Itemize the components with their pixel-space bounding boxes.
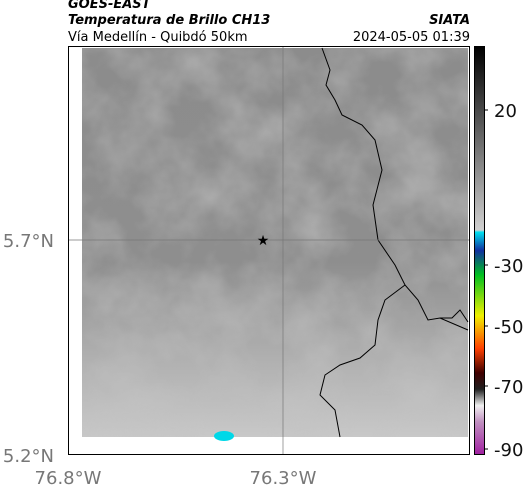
- header-subtitle: Vía Medellín - Quibdó 50km: [68, 30, 248, 45]
- map-frame: [68, 46, 470, 455]
- colorbar-label: -90: [494, 440, 523, 461]
- header-title: Temperatura de Brillo CH13: [68, 13, 270, 28]
- colorbar-label: 20: [494, 101, 517, 122]
- map: ★: [68, 46, 470, 455]
- cold-cloud-spot: [214, 431, 234, 441]
- border-line: [321, 47, 469, 331]
- x-axis-label: 76.8°W: [35, 468, 102, 489]
- x-axis-label: 76.3°W: [250, 468, 317, 489]
- location-star: ★: [257, 233, 270, 249]
- y-axis-label: 5.2°N: [3, 446, 54, 467]
- cloud-texture: [82, 48, 468, 437]
- header-timestamp: 2024-05-05 01:39: [353, 30, 470, 45]
- colorbar-label: -50: [494, 317, 523, 338]
- border-line: [440, 309, 469, 323]
- colorbar-label: -30: [494, 256, 523, 277]
- colorbar-label: -70: [494, 377, 523, 398]
- header-left-top: GOES-EAST: [68, 0, 152, 12]
- colorbar-scale: [474, 46, 485, 455]
- colorbar: 20 -30 -50 -70 -90: [474, 46, 523, 461]
- header-right-top: SIATA: [429, 13, 470, 28]
- y-axis-label: 5.7°N: [3, 231, 54, 252]
- border-line: [319, 284, 406, 438]
